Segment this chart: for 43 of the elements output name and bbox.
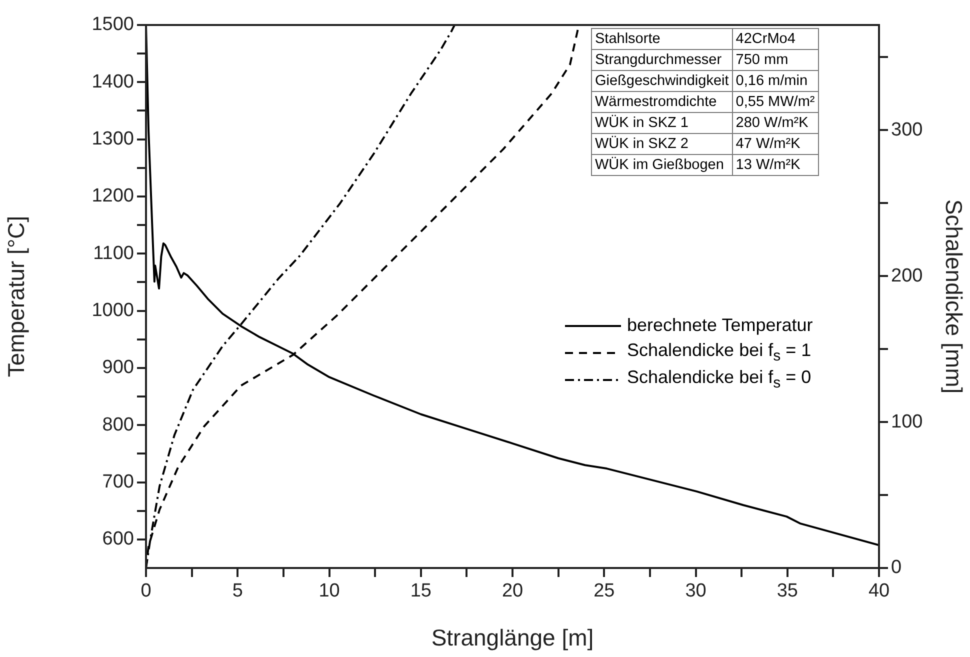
x-tick-label: 0: [140, 580, 152, 602]
y-tick-label: 1300: [92, 128, 134, 150]
x-tick-label: 5: [232, 580, 243, 602]
y-tick-label: 1200: [92, 186, 134, 207]
y-axis-title: Temperatur [°C]: [3, 216, 30, 378]
y-tick-label: 800: [102, 414, 134, 436]
annotation: 280 W/m²K: [732, 112, 818, 134]
y-tick-label: 700: [102, 472, 134, 492]
x-tick-label: 25: [594, 580, 615, 602]
legend-label: berechnete Temperatur: [627, 315, 813, 336]
annotation: WÜK in SKZ 2: [592, 134, 732, 154]
x-tick-label: 40: [868, 580, 890, 602]
y-tick-label: 900: [102, 357, 134, 378]
x-tick-label: 10: [318, 580, 340, 602]
x-tick-label: 20: [502, 580, 524, 602]
y2-tick-label: 0: [891, 557, 902, 578]
annotation: 42CrMo4: [732, 28, 818, 50]
y2-tick-label: 100: [891, 411, 923, 432]
legend-label: Schalendicke bei f$_{s}$ = 1: [627, 340, 812, 365]
annotation: Wärmestromdichte: [592, 92, 732, 112]
annotation: 750 mm: [732, 50, 818, 70]
x-tick-label: 35: [776, 580, 798, 602]
annotation: 13 W/m²K: [732, 154, 818, 176]
y-tick-label: 1000: [92, 300, 134, 322]
x-tick-label: 30: [685, 580, 706, 602]
annotation: Stahlsorte: [592, 28, 732, 50]
x-tick-label: 15: [410, 580, 432, 602]
x-axis-title: Stranglänge [m]: [431, 624, 594, 651]
legend-label: Schalendicke bei f$_{s}$ = 0: [627, 367, 812, 392]
y2-axis-title: Schalendicke [mm]: [940, 199, 967, 394]
y-tick-label: 1400: [92, 71, 134, 92]
annotation: 0,16 m/min: [732, 70, 818, 92]
y-tick-label: 1500: [92, 14, 134, 36]
annotation: Strangdurchmesser: [592, 50, 732, 70]
annotation: WÜK im Gießbogen: [592, 154, 732, 176]
annotation: 47 W/m²K: [732, 134, 818, 154]
y-tick-label: 600: [102, 528, 134, 550]
y2-tick-label: 300: [891, 119, 923, 140]
annotation: 0,55 MW/m²: [732, 92, 818, 112]
y-tick-label: 1100: [93, 242, 134, 264]
annotation: WÜK in SKZ 1: [592, 112, 732, 134]
annotation: Gießgeschwindigkeit: [592, 70, 732, 92]
y2-tick-label: 200: [891, 265, 923, 286]
